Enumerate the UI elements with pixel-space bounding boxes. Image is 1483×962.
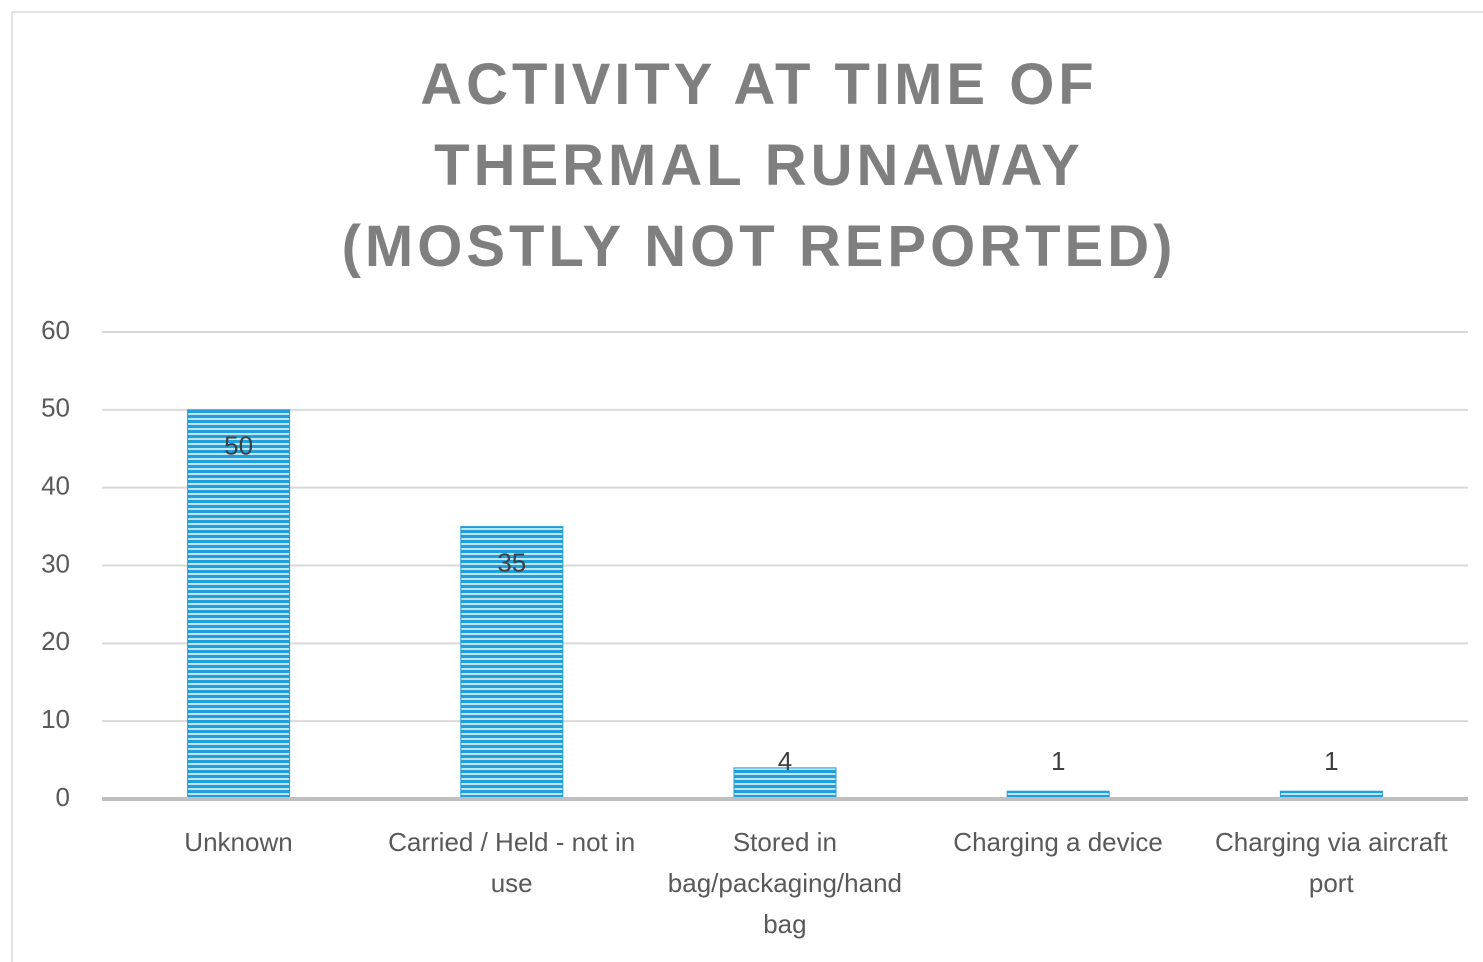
bar [187, 409, 291, 800]
data-label: 50 [224, 431, 253, 461]
x-tick-label: Charging via aircraft port [1214, 827, 1448, 898]
x-tick-label: Carried / Held - not in use [388, 827, 636, 898]
y-tick-label: 60 [41, 315, 70, 345]
chart-border [11, 11, 1483, 962]
x-tick-label: Unknown [184, 827, 293, 857]
y-tick-label: 50 [41, 393, 70, 423]
x-tick-label: Charging a device [953, 827, 1163, 857]
y-tick-label: 30 [41, 548, 70, 578]
y-tick-label: 20 [41, 626, 70, 656]
data-label: 1 [1051, 746, 1065, 776]
bar [733, 767, 837, 800]
chart-title: ACTIVITY AT TIME OF THERMAL RUNAWAY (MOS… [341, 52, 1177, 279]
data-label: 1 [1324, 746, 1338, 776]
y-tick-label: 40 [41, 471, 70, 501]
x-tick-label: Stored in bag/packaging/hand bag [667, 827, 902, 939]
y-tick-label: 10 [41, 704, 70, 734]
data-label: 35 [497, 547, 526, 577]
y-tick-label: 0 [56, 782, 70, 812]
data-label: 4 [778, 746, 792, 776]
